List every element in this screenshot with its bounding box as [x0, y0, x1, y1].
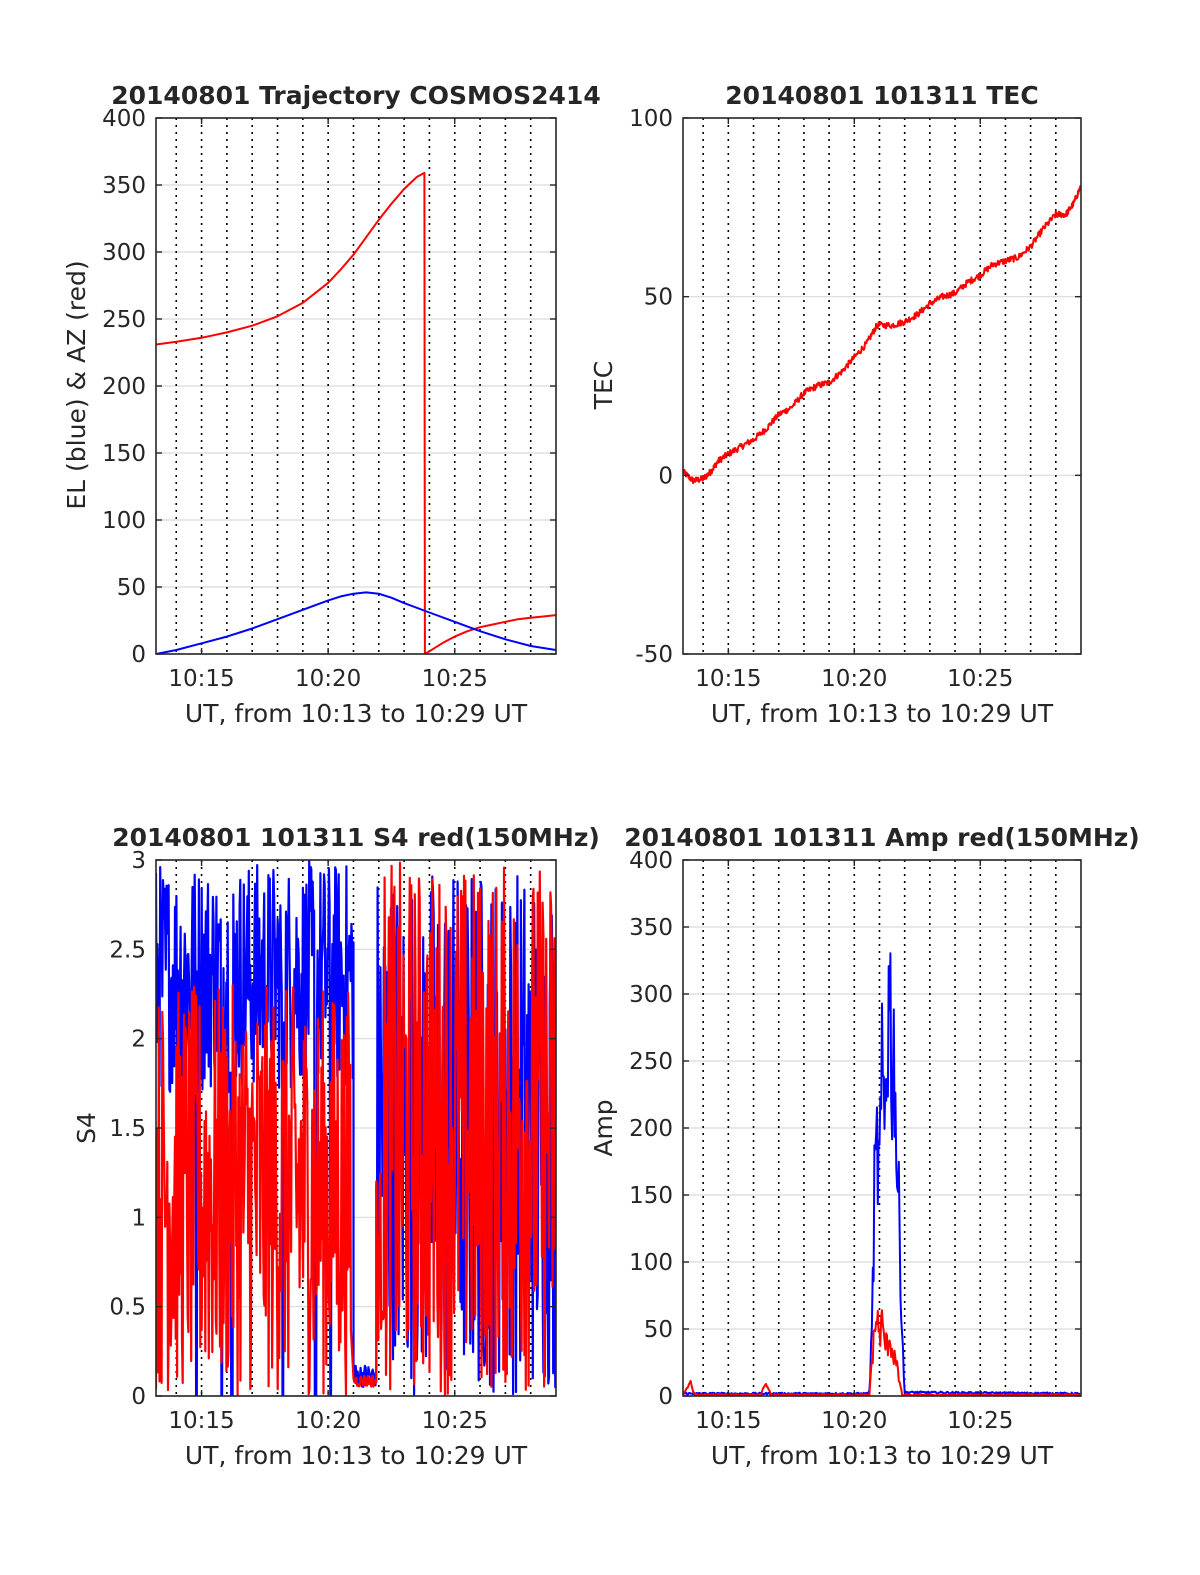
x-tick-label: 10:15 — [695, 1408, 761, 1434]
y-tick-label: 50 — [644, 1317, 673, 1343]
y-tick-label: 50 — [644, 285, 673, 311]
y-tick-label: 200 — [629, 1116, 673, 1142]
y-tick-label: 0 — [658, 1384, 673, 1410]
trajectory-title: 20140801 Trajectory COSMOS2414 — [111, 81, 601, 110]
red-series-line — [683, 185, 1081, 485]
y-tick-label: 1 — [131, 1205, 146, 1231]
y-tick-label: 250 — [102, 307, 146, 333]
y-tick-label: 3 — [131, 848, 146, 874]
x-tick-label: 10:25 — [422, 1408, 488, 1434]
y-tick-label: 250 — [629, 1049, 673, 1075]
tec-title: 20140801 101311 TEC — [725, 81, 1038, 110]
trajectory-ylabel: EL (blue) & AZ (red) — [62, 260, 91, 509]
y-tick-label: 0 — [131, 642, 146, 668]
s4-title: 20140801 101311 S4 red(150MHz) — [112, 823, 600, 852]
amp-title: 20140801 101311 Amp red(150MHz) — [624, 823, 1140, 852]
x-tick-label: 10:15 — [168, 666, 234, 692]
y-tick-label: 350 — [102, 173, 146, 199]
y-tick-label: 100 — [102, 508, 146, 534]
y-tick-label: 400 — [629, 848, 673, 874]
y-tick-label: -50 — [635, 642, 673, 668]
tec-panel: 20140801 101311 TEC UT, from 10:13 to 10… — [589, 81, 1082, 728]
y-tick-label: 2.5 — [109, 937, 146, 963]
y-tick-label: 400 — [102, 106, 146, 132]
y-tick-label: 100 — [629, 106, 673, 132]
tec-ylabel: TEC — [589, 361, 618, 411]
x-tick-label: 10:15 — [695, 666, 761, 692]
y-tick-label: 350 — [629, 915, 673, 941]
s4-panel: 20140801 101311 S4 red(150MHz) UT, from … — [72, 823, 600, 1470]
red-series-line — [156, 171, 556, 654]
amp-ylabel: Amp — [589, 1099, 618, 1156]
s4-xlabel: UT, from 10:13 to 10:29 UT — [185, 1441, 528, 1470]
y-tick-label: 0 — [658, 463, 673, 489]
y-tick-label: 150 — [629, 1183, 673, 1209]
amp-panel: 20140801 101311 Amp red(150MHz) UT, from… — [589, 823, 1140, 1470]
tec-xlabel: UT, from 10:13 to 10:29 UT — [711, 699, 1054, 728]
trajectory-xlabel: UT, from 10:13 to 10:29 UT — [185, 699, 528, 728]
x-tick-label: 10:20 — [821, 1408, 887, 1434]
amp-xlabel: UT, from 10:13 to 10:29 UT — [711, 1441, 1054, 1470]
trajectory-panel: 20140801 Trajectory COSMOS2414 UT, from … — [62, 81, 601, 728]
y-tick-label: 50 — [117, 575, 146, 601]
y-tick-label: 0.5 — [109, 1295, 146, 1321]
x-tick-label: 10:20 — [295, 1408, 361, 1434]
y-tick-label: 100 — [629, 1250, 673, 1276]
y-tick-label: 2 — [131, 1027, 146, 1053]
y-tick-label: 150 — [102, 441, 146, 467]
y-tick-label: 300 — [102, 240, 146, 266]
x-tick-label: 10:15 — [168, 1408, 234, 1434]
x-tick-label: 10:20 — [295, 666, 361, 692]
y-tick-label: 1.5 — [109, 1116, 146, 1142]
x-tick-label: 10:20 — [821, 666, 887, 692]
x-tick-label: 10:25 — [947, 1408, 1013, 1434]
y-tick-label: 200 — [102, 374, 146, 400]
axes-box — [682, 117, 1082, 655]
blue-series-line — [156, 591, 556, 654]
red-series-line — [156, 861, 556, 1396]
x-tick-label: 10:25 — [947, 666, 1013, 692]
y-tick-label: 300 — [629, 982, 673, 1008]
y-tick-label: 0 — [131, 1384, 146, 1410]
red-series-line — [683, 1309, 1081, 1396]
x-tick-label: 10:25 — [422, 666, 488, 692]
s4-ylabel: S4 — [72, 1112, 101, 1144]
